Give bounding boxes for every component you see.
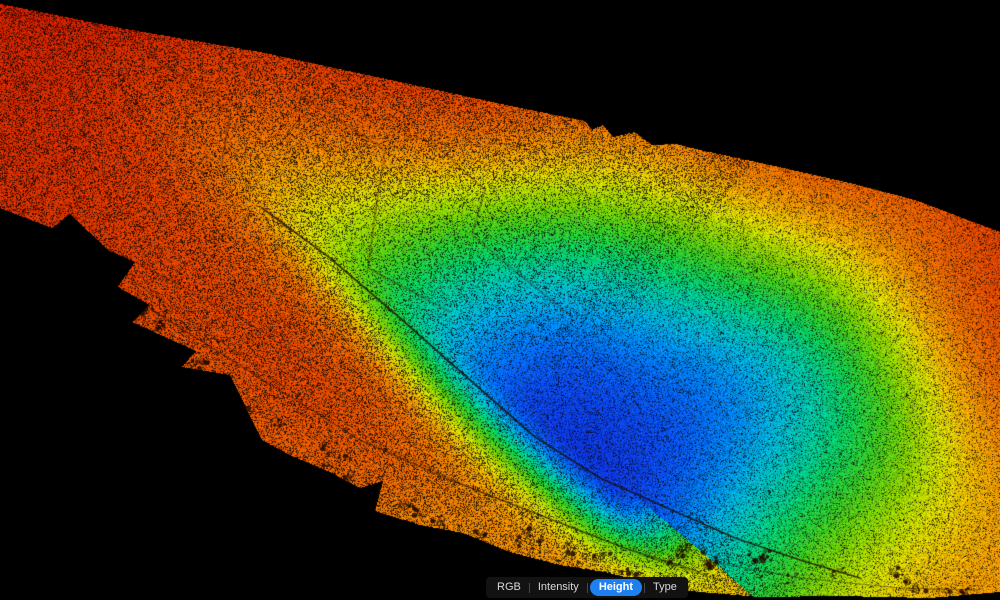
toolbar-divider [586,582,588,593]
display-mode-toolbar: RGB Intensity Height Type [486,577,688,598]
toolbar-button-rgb[interactable]: RGB [489,577,529,598]
toolbar-divider [528,582,530,593]
toolbar-divider [644,582,646,593]
toolbar-button-intensity[interactable]: Intensity [530,577,587,598]
toolbar-button-type[interactable]: Type [645,577,685,598]
toolbar-button-height[interactable]: Height [589,579,643,596]
